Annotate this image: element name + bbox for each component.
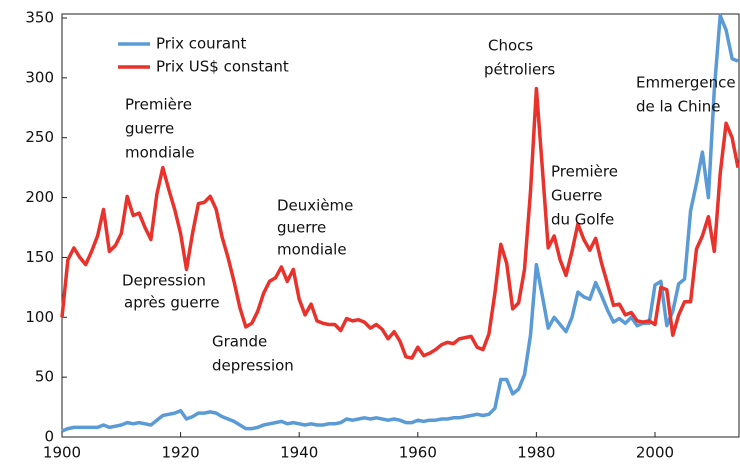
annotation: Deuxième bbox=[277, 197, 353, 215]
annotation: du Golfe bbox=[551, 211, 614, 229]
x-tick-label: 1980 bbox=[517, 444, 555, 462]
x-tick-label: 1940 bbox=[280, 444, 318, 462]
y-tick-label: 200 bbox=[25, 188, 54, 206]
annotation: Grande bbox=[212, 333, 267, 351]
y-tick-label: 350 bbox=[25, 9, 54, 27]
annotation: de la Chine bbox=[636, 98, 721, 116]
annotation: mondiale bbox=[125, 144, 195, 162]
x-tick-label: 1900 bbox=[43, 444, 81, 462]
y-tick-label: 250 bbox=[25, 128, 54, 146]
annotation: Guerre bbox=[551, 187, 602, 205]
x-tick-label: 1920 bbox=[162, 444, 200, 462]
annotation: Chocs bbox=[488, 37, 533, 55]
annotation: Emmergence bbox=[636, 74, 736, 92]
annotation: Première bbox=[551, 163, 618, 181]
y-tick-label: 300 bbox=[25, 68, 54, 86]
legend-label: Prix courant bbox=[156, 35, 247, 53]
y-tick-label: 100 bbox=[25, 308, 54, 326]
x-tick-label: 1960 bbox=[399, 444, 437, 462]
annotation: guerre bbox=[277, 219, 326, 237]
annotation: mondiale bbox=[277, 241, 347, 259]
y-tick-label: 0 bbox=[44, 428, 54, 446]
series-line bbox=[60, 86, 740, 360]
annotation: pétroliers bbox=[484, 61, 555, 79]
annotation: depression bbox=[212, 357, 294, 375]
annotation: guerre bbox=[125, 120, 174, 138]
y-tick-label: 150 bbox=[25, 248, 54, 266]
series-line bbox=[61, 13, 739, 433]
legend-label: Prix US$ constant bbox=[156, 58, 289, 76]
annotation: Depression bbox=[122, 272, 206, 290]
y-tick-label: 50 bbox=[35, 368, 54, 386]
annotation: Première bbox=[125, 96, 192, 114]
annotation: après guerre bbox=[124, 294, 220, 312]
x-tick-label: 2000 bbox=[636, 444, 674, 462]
plot-frame bbox=[61, 13, 740, 438]
